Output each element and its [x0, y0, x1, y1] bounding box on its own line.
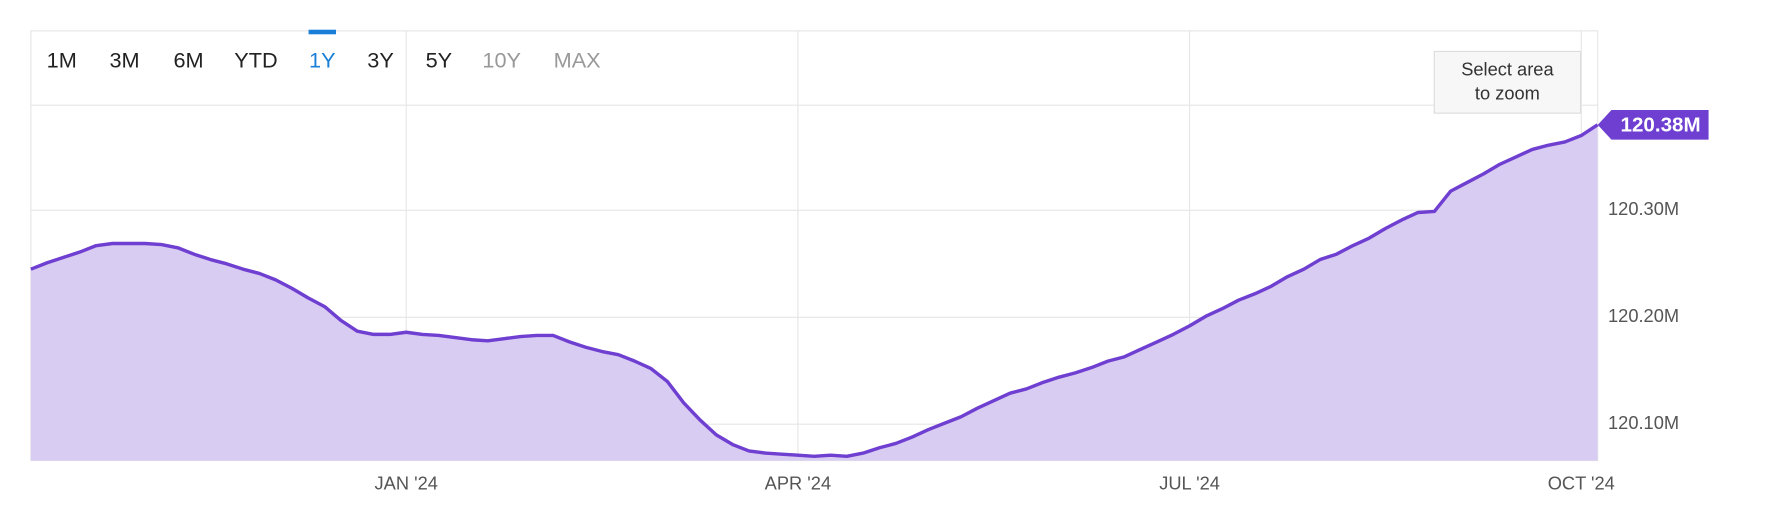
value-badge-label: 120.38M — [1621, 113, 1701, 136]
y-tick-label: 120.10M — [1608, 412, 1679, 433]
marks: 120.38M — [30, 109, 1709, 461]
y-tick-label: 120.20M — [1608, 305, 1679, 326]
toolbar: 1M 3M 6M YTD 1Y 3Y 5Y 10Y MAX — [47, 29, 602, 72]
x-tick-label: JAN '24 — [375, 472, 438, 493]
x-tick-label: JUL '24 — [1159, 472, 1220, 493]
range-button[interactable]: 1M — [47, 47, 77, 72]
x-tick-label: APR '24 — [765, 472, 831, 493]
line — [30, 123, 1599, 459]
value-badge — [1597, 109, 1709, 140]
range-button[interactable]: 3Y — [367, 47, 394, 72]
range-button[interactable]: YTD — [234, 47, 277, 72]
y-tick-label: 120.30M — [1608, 198, 1679, 219]
zoom-hint-text: Select area — [1461, 59, 1554, 80]
range-button[interactable]: 3M — [109, 47, 139, 72]
labels: 120.10M 120.20M 120.30M JAN '24 APR '24 JUL '… — [375, 198, 1680, 493]
x-tick-label: OCT '24 — [1548, 472, 1615, 493]
area-fill — [30, 124, 1598, 461]
zoom-hint-box — [1433, 50, 1582, 114]
active-indicator — [308, 29, 336, 35]
range-button[interactable]: 1Y — [309, 47, 336, 72]
range-button[interactable]: 6M — [173, 47, 203, 72]
zoom-hint: Select area to zoom — [1433, 50, 1582, 114]
range-button: 10Y — [482, 47, 521, 72]
zoom-hint-text: to zoom — [1475, 83, 1540, 104]
range-button: MAX — [554, 47, 602, 72]
range-button[interactable]: 5Y — [426, 47, 453, 72]
